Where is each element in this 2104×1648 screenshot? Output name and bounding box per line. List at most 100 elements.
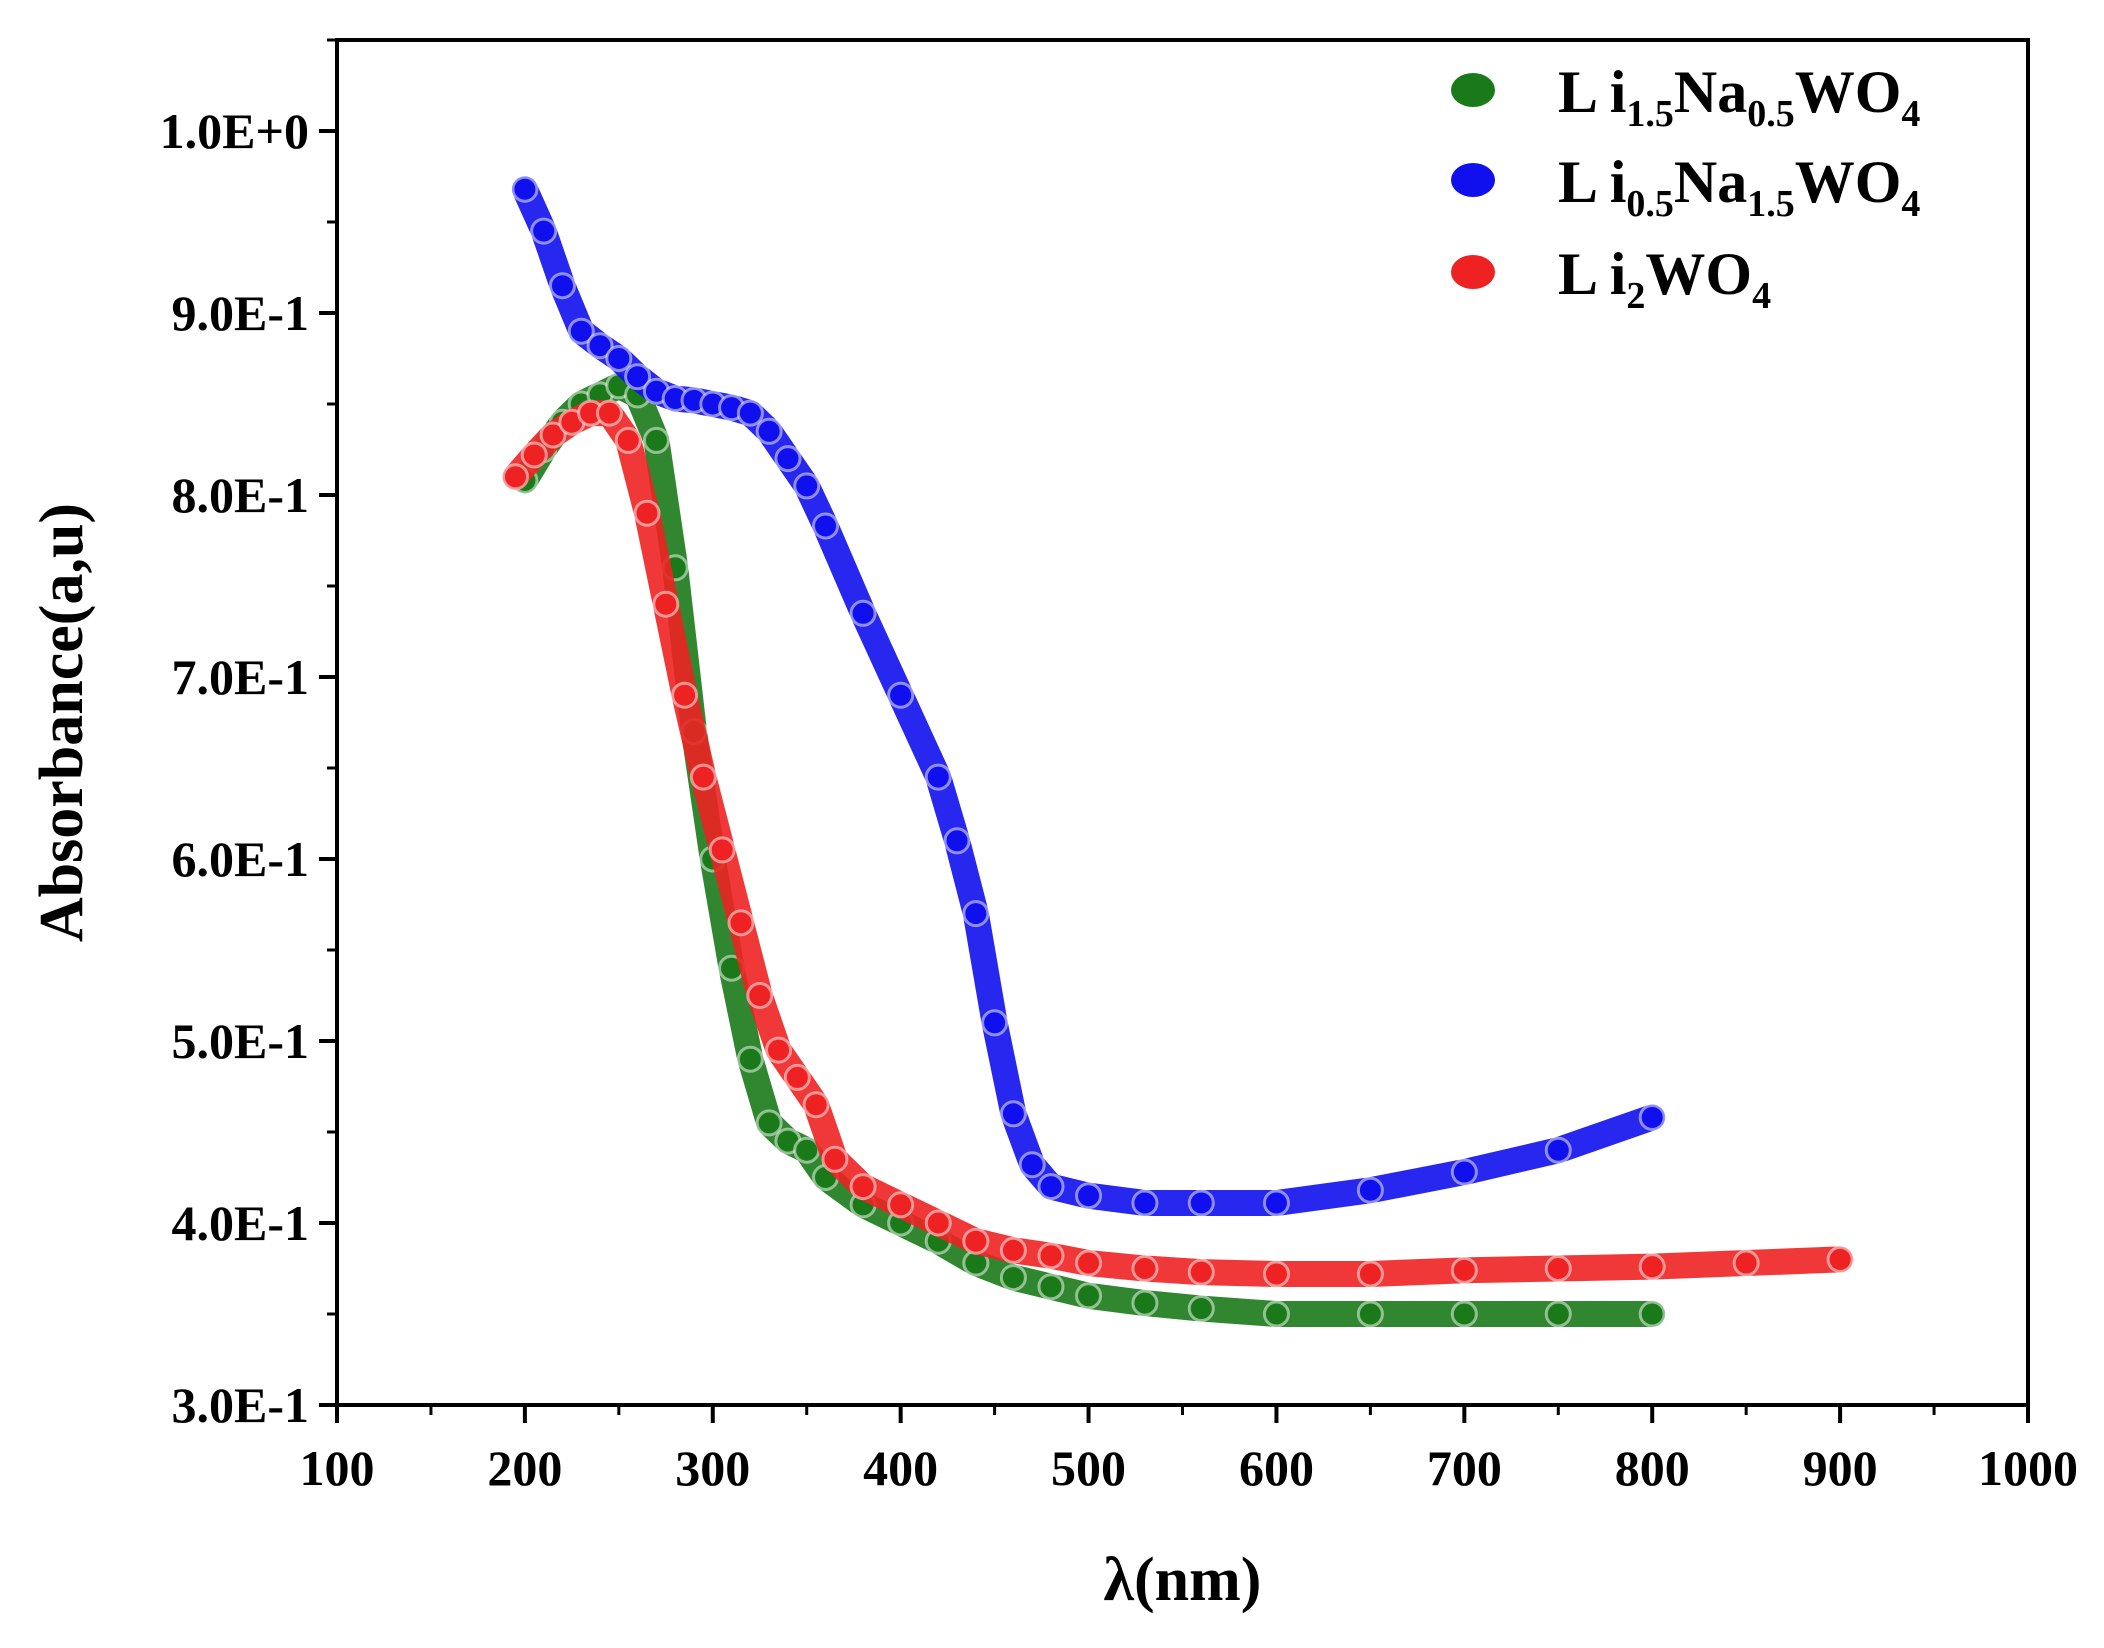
data-point: [1544, 1300, 1572, 1328]
legend: L i1.5Na0.5WO4 L i0.5Na1.5WO4 L i2WO4: [1451, 59, 1920, 317]
data-point: [802, 1091, 830, 1119]
data-point: [1544, 1136, 1572, 1164]
data-point: [962, 900, 990, 928]
x-tick-label: 500: [1051, 1440, 1126, 1496]
data-point: [1450, 1300, 1478, 1328]
data-point: [567, 317, 595, 345]
data-point: [1187, 1295, 1215, 1323]
data-point: [1131, 1255, 1159, 1282]
data-point: [793, 472, 821, 500]
data-point: [999, 1236, 1027, 1264]
data-point: [708, 836, 736, 864]
data-point: [783, 1063, 811, 1091]
x-tick-label: 900: [1803, 1440, 1878, 1496]
x-tick-label: 200: [487, 1440, 562, 1496]
data-point: [520, 441, 548, 469]
y-tick-label: 1.0E+0: [160, 103, 309, 159]
x-tick-label: 400: [863, 1440, 938, 1496]
legend-entry: L i0.5Na1.5WO4: [1558, 149, 1920, 225]
data-point: [539, 421, 567, 449]
x-tick-label: 700: [1427, 1440, 1502, 1496]
data-point: [812, 512, 840, 540]
data-point: [1037, 1242, 1065, 1270]
data-point: [755, 1109, 783, 1137]
data-point: [1638, 1253, 1666, 1281]
x-tick-label: 1000: [1978, 1440, 2078, 1496]
data-point: [746, 982, 774, 1009]
data-point: [736, 1045, 764, 1073]
data-point: [924, 1209, 952, 1237]
data-point: [774, 445, 802, 473]
data-point: [924, 763, 952, 791]
x-tick-label: 800: [1615, 1440, 1690, 1496]
series-layer: [501, 175, 1854, 1328]
data-point: [1075, 1282, 1103, 1310]
y-tick-label: 6.0E-1: [172, 831, 310, 887]
y-tick-label: 4.0E-1: [172, 1195, 310, 1251]
data-point: [999, 1100, 1027, 1128]
y-axis-title: Absorbance(a,u): [28, 503, 96, 942]
y-tick-label: 9.0E-1: [172, 285, 310, 341]
legend-marker: [1451, 73, 1495, 107]
data-point: [642, 426, 670, 454]
data-point: [671, 681, 699, 709]
data-point: [1638, 1300, 1666, 1328]
data-point: [943, 827, 971, 855]
data-point: [1018, 1151, 1046, 1179]
data-point: [849, 1173, 877, 1201]
data-point: [1732, 1249, 1760, 1277]
x-axis-title: λ(nm): [1104, 1546, 1262, 1614]
series-band: [502, 400, 1854, 1287]
data-point: [1131, 1289, 1159, 1317]
data-point: [1638, 1103, 1666, 1131]
y-tick-label: 5.0E-1: [172, 1013, 310, 1069]
data-point: [511, 175, 539, 203]
data-point: [586, 332, 614, 360]
x-tick-label: 100: [300, 1440, 375, 1496]
data-point: [887, 1191, 915, 1219]
data-point: [1262, 1260, 1290, 1288]
data-point: [962, 1227, 990, 1255]
data-point: [1544, 1255, 1572, 1282]
data-point: [614, 426, 642, 454]
data-point: [652, 590, 680, 618]
data-point: [1356, 1260, 1384, 1288]
plot-area: 100 200 300 400 500 600 700 800 900 1000 3.0E-1 4.…: [160, 38, 2078, 1496]
data-point: [530, 217, 558, 245]
y-axis: 3.0E-1 4.0E-1 5.0E-1 6.0E-1 7.0E-1 8.0E-1 9.0E…: [160, 38, 337, 1433]
y-tick-label: 3.0E-1: [172, 1377, 310, 1433]
data-point: [981, 1009, 1009, 1037]
data-point: [1262, 1189, 1290, 1217]
legend-marker: [1451, 255, 1495, 289]
data-point: [849, 599, 877, 627]
data-point: [501, 463, 529, 491]
data-point: [624, 363, 652, 391]
y-tick-label: 8.0E-1: [172, 467, 310, 523]
data-point: [605, 345, 633, 372]
data-point: [736, 399, 764, 427]
series-2: [511, 175, 1666, 1217]
data-point: [1450, 1256, 1478, 1284]
data-point: [1356, 1300, 1384, 1328]
data-point: [727, 909, 755, 937]
data-point: [1450, 1158, 1478, 1186]
data-point: [793, 1136, 821, 1164]
data-point: [1187, 1189, 1215, 1217]
data-point: [1187, 1258, 1215, 1286]
data-point: [1131, 1189, 1159, 1217]
y-tick-label: 7.0E-1: [172, 649, 310, 705]
series-3: [501, 399, 1854, 1288]
x-axis: 100 200 300 400 500 600 700 800 900 1000: [300, 1405, 2078, 1496]
data-point: [1037, 1173, 1065, 1201]
data-point: [1075, 1249, 1103, 1277]
data-point: [595, 399, 623, 427]
data-point: [689, 763, 717, 791]
data-point: [1262, 1300, 1290, 1328]
data-point: [887, 681, 915, 709]
legend-entry: L i1.5Na0.5WO4: [1558, 59, 1920, 135]
data-point: [999, 1264, 1027, 1292]
x-tick-label: 300: [675, 1440, 750, 1496]
data-point: [1826, 1245, 1854, 1273]
data-point: [755, 417, 783, 445]
